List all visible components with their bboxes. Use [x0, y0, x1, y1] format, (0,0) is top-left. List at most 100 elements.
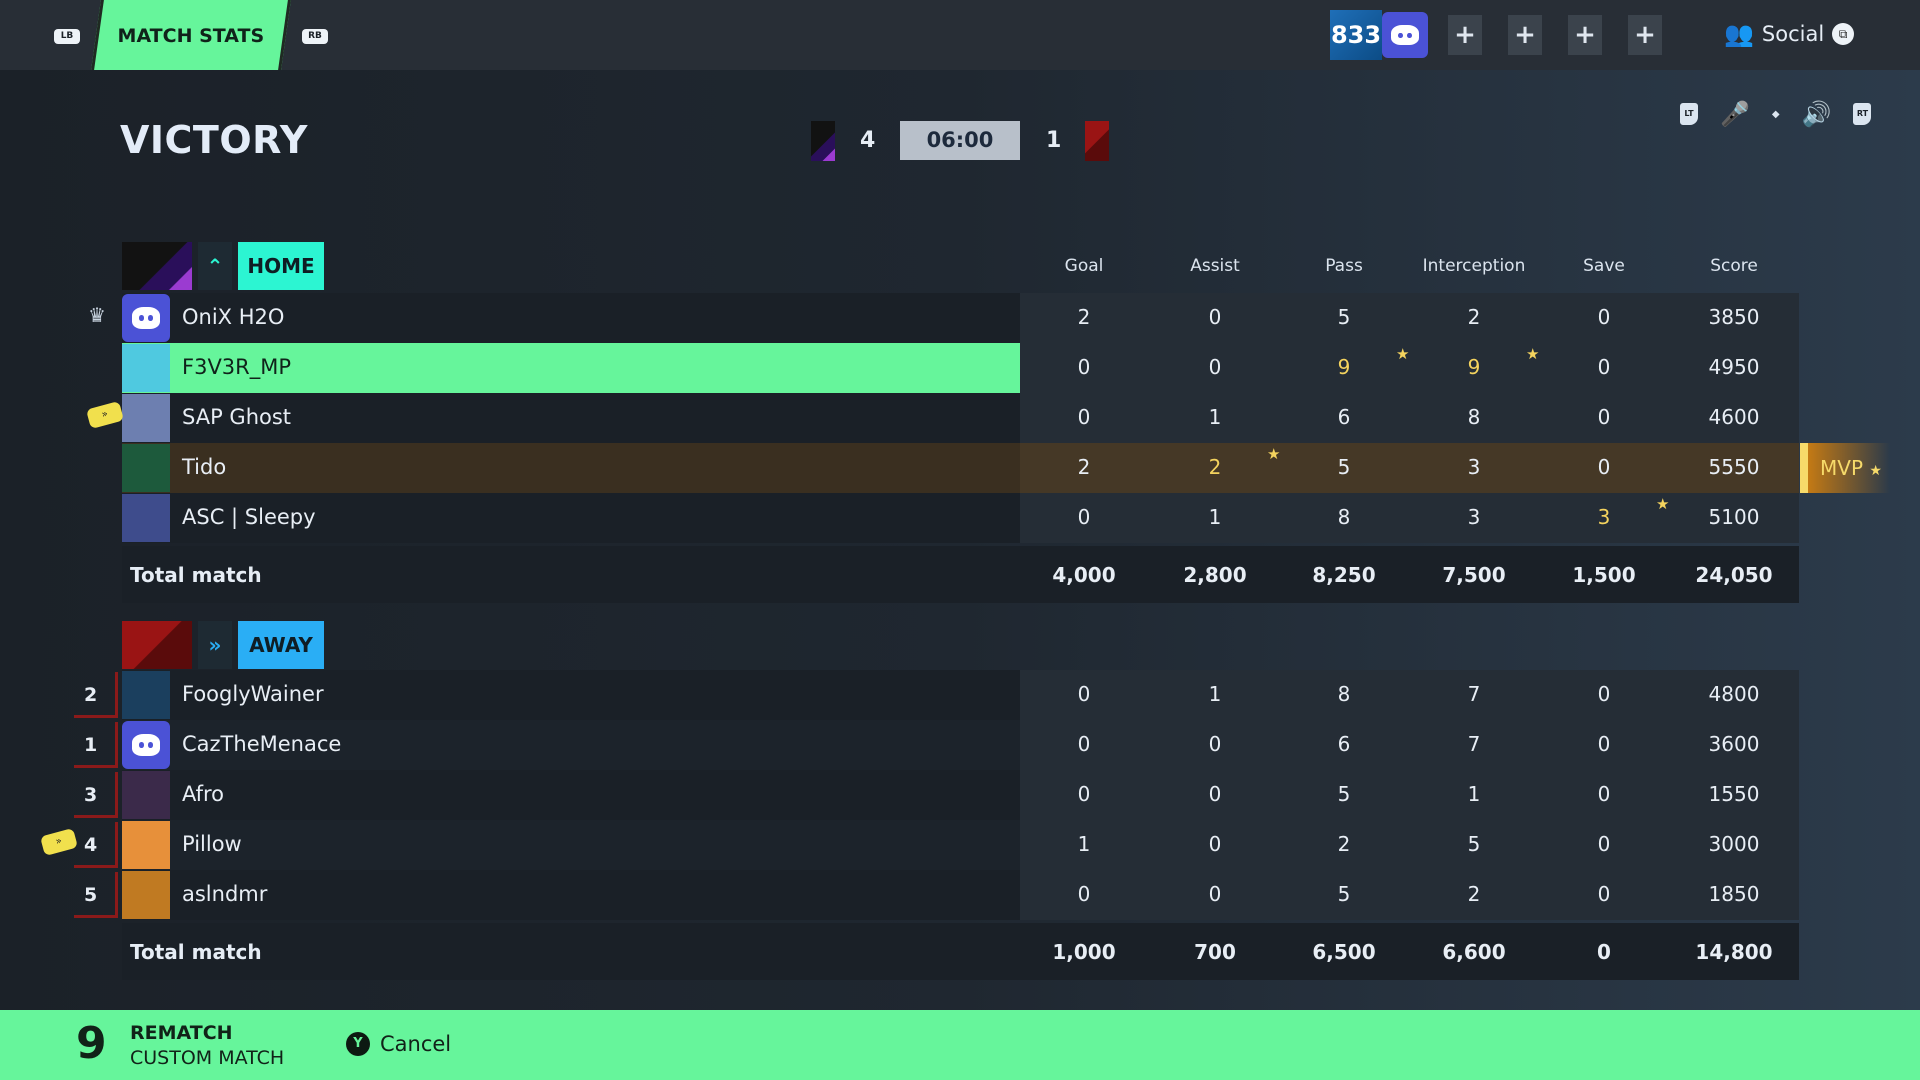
add-party-slot-button[interactable]: + — [1448, 15, 1482, 55]
stat-goal: 0 — [1077, 355, 1091, 379]
home-score: 4 — [860, 128, 876, 153]
stats-cell — [1020, 393, 1799, 443]
add-party-slot-button[interactable]: + — [1568, 15, 1602, 55]
player-name[interactable]: Pillow — [182, 832, 242, 856]
player-row[interactable]: Tido 2 2 ★ 5 3 0 5550 — [122, 443, 1799, 493]
player-row[interactable]: Pillow 1 0 2 5 0 3000 — [122, 820, 1799, 870]
away-score: 1 — [1046, 128, 1062, 153]
stat-score: 4950 — [1708, 355, 1760, 379]
away-chevron-icon: » — [198, 621, 232, 669]
player-name[interactable]: Tido — [182, 455, 227, 479]
cancel-button[interactable]: Y Cancel — [346, 1032, 451, 1056]
captain-band-icon: » — [39, 827, 79, 857]
stat-assist: 0 — [1208, 882, 1222, 906]
stat-assist: 1 — [1208, 405, 1222, 429]
add-party-slot-button[interactable]: + — [1628, 15, 1662, 55]
stat-assist: 1 — [1208, 682, 1222, 706]
player-name[interactable]: SAP Ghost — [182, 405, 292, 429]
microphone-icon[interactable]: 🎤 — [1720, 100, 1750, 128]
footer-bar: 9 REMATCH CUSTOM MATCH Y Cancel — [0, 1010, 1920, 1080]
player-name[interactable]: OniX H2O — [182, 305, 285, 329]
player-avatar[interactable] — [122, 671, 170, 719]
lt-button-hint[interactable]: LT — [1680, 103, 1698, 125]
stat-save: 0 — [1597, 305, 1611, 329]
profile-avatar[interactable] — [1382, 12, 1428, 58]
player-avatar[interactable] — [122, 771, 170, 819]
stat-save: 0 — [1597, 782, 1611, 806]
rb-button-hint[interactable]: RB — [302, 29, 328, 44]
name-cell — [122, 343, 1020, 393]
player-row[interactable]: CazTheMenace 0 0 6 7 0 3600 — [122, 720, 1799, 770]
stat-score: 3000 — [1708, 832, 1760, 856]
total-label-cell — [122, 546, 1020, 603]
name-cell — [122, 770, 1020, 820]
cancel-label: Cancel — [380, 1032, 452, 1056]
home-label: HOME — [238, 242, 324, 290]
star-icon: ★ — [1526, 345, 1540, 363]
player-avatar[interactable] — [122, 394, 170, 442]
away-team-flag — [1085, 121, 1109, 161]
speaker-icon[interactable]: 🔊 — [1801, 100, 1832, 128]
column-header-interception[interactable]: Interception — [1422, 256, 1526, 276]
total-save: 0 — [1597, 940, 1611, 964]
column-header-save[interactable]: Save — [1583, 256, 1625, 276]
player-row[interactable]: OniX H2O 2 0 5 2 0 3850 — [122, 293, 1799, 343]
player-row[interactable]: aslndmr 0 0 5 2 0 1850 — [122, 870, 1799, 920]
player-avatar[interactable] — [122, 294, 170, 342]
player-row[interactable]: FooglyWainer 0 1 8 7 0 4800 — [122, 670, 1799, 720]
player-avatar[interactable] — [122, 871, 170, 919]
column-header-assist[interactable]: Assist — [1190, 256, 1240, 276]
player-avatar[interactable] — [122, 344, 170, 392]
total-label-cell — [122, 923, 1020, 980]
stat-interception: 7 — [1467, 682, 1481, 706]
lb-button-hint[interactable]: LB — [54, 29, 80, 44]
player-avatar[interactable] — [122, 721, 170, 769]
player-avatar[interactable] — [122, 494, 170, 542]
player-name[interactable]: FooglyWainer — [182, 682, 324, 706]
player-row[interactable]: ASC | Sleepy 0 1 8 3 3 ★ 5100 — [122, 493, 1799, 543]
stat-score: 1850 — [1708, 882, 1760, 906]
stat-save: 0 — [1597, 732, 1611, 756]
tab-label: MATCH STATS — [117, 25, 265, 47]
stats-cell — [1020, 293, 1799, 343]
player-name[interactable]: F3V3R_MP — [182, 355, 292, 379]
column-header-pass[interactable]: Pass — [1325, 256, 1363, 276]
column-header-score[interactable]: Score — [1710, 256, 1758, 276]
tab-match-stats[interactable]: MATCH STATS — [91, 0, 291, 70]
stat-save: 0 — [1597, 682, 1611, 706]
top-bar: LB MATCH STATS RB 833 + + + + 👥 Social ⧉ — [0, 0, 1920, 70]
player-name[interactable]: Afro — [182, 782, 225, 806]
rt-button-hint[interactable]: RT — [1853, 103, 1872, 125]
player-avatar[interactable] — [122, 444, 170, 492]
discord-icon — [131, 734, 161, 756]
total-assist: 2,800 — [1183, 563, 1247, 587]
total-goal: 1,000 — [1052, 940, 1116, 964]
stat-assist: 0 — [1208, 305, 1222, 329]
player-row[interactable]: Afro 0 0 5 1 0 1550 — [122, 770, 1799, 820]
column-header-goal[interactable]: Goal — [1064, 256, 1104, 276]
stat-interception: 5 — [1467, 832, 1481, 856]
total-score: 24,050 — [1695, 563, 1773, 587]
stat-pass: 6 — [1337, 732, 1351, 756]
rematch-label[interactable]: REMATCH — [130, 1022, 233, 1044]
name-cell — [122, 720, 1020, 770]
home-team-flag — [811, 121, 835, 161]
player-row[interactable]: SAP Ghost 0 1 6 8 0 4600 — [122, 393, 1799, 443]
stats-cell — [1020, 493, 1799, 543]
stat-assist: 0 — [1208, 782, 1222, 806]
social-button[interactable]: 👥 Social ⧉ — [1724, 20, 1855, 48]
stat-interception: 3 — [1467, 505, 1481, 529]
total-goal: 4,000 — [1052, 563, 1116, 587]
player-name[interactable]: CazTheMenace — [182, 732, 342, 756]
player-name[interactable]: aslndmr — [182, 882, 268, 906]
name-cell — [122, 293, 1020, 343]
stat-score: 5550 — [1708, 455, 1760, 479]
name-cell — [122, 443, 1020, 493]
player-avatar[interactable] — [122, 821, 170, 869]
player-name[interactable]: ASC | Sleepy — [182, 505, 316, 529]
player-row[interactable]: F3V3R_MP 0 0 9 ★ 9 ★ 0 4950 — [122, 343, 1799, 393]
total-row: Total match 1,000 700 6,500 6,600 0 14,800 — [122, 923, 1799, 980]
stat-score: 1550 — [1708, 782, 1760, 806]
home-flag — [122, 242, 192, 290]
add-party-slot-button[interactable]: + — [1508, 15, 1542, 55]
